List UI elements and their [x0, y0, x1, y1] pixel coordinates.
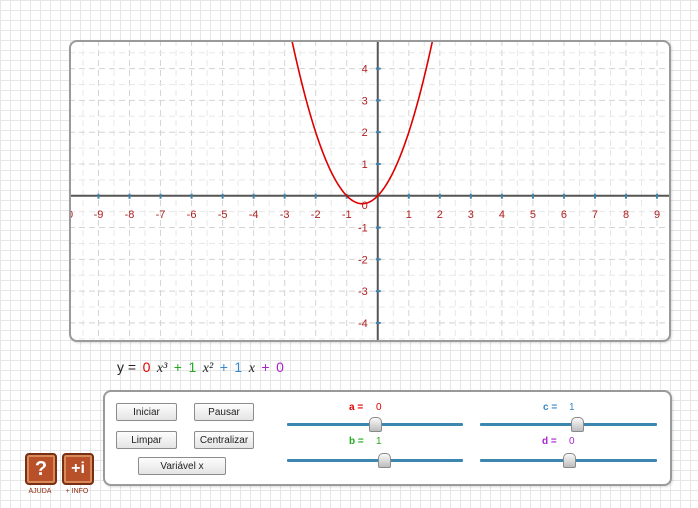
slider-d-handle[interactable]	[562, 453, 576, 468]
slider-d-value: 0	[569, 436, 575, 447]
slider-d-label: d =	[542, 436, 557, 447]
slider-c-track[interactable]	[480, 423, 657, 426]
coef-a: 0	[142, 359, 151, 375]
info-label: + INFO	[65, 488, 89, 495]
x-tick-label: 6	[561, 209, 567, 221]
x-tick-label: -4	[249, 209, 259, 221]
x-tick-label: 9	[654, 209, 660, 221]
center-button[interactable]: Centralizar	[194, 431, 254, 449]
x-tick-label: 7	[592, 209, 598, 221]
coef-d: 0	[276, 359, 284, 375]
slider-c-value: 1	[569, 402, 575, 413]
y-tick-label: 2	[362, 127, 368, 139]
term-x: x	[248, 361, 255, 376]
origin-label: 0	[362, 200, 368, 212]
x-tick-label: -5	[218, 209, 228, 221]
y-tick-label: -3	[358, 286, 368, 298]
pause-button[interactable]: Pausar	[194, 403, 254, 421]
x-tick-label: 1	[406, 209, 412, 221]
y-tick-label: -1	[358, 223, 368, 235]
clear-button[interactable]: Limpar	[116, 431, 177, 449]
plus-sign: +	[261, 359, 270, 375]
slider-c-handle[interactable]	[571, 417, 585, 432]
slider-c-label: c =	[543, 402, 558, 413]
slider-b-value: 1	[376, 436, 382, 447]
x-tick-label: 8	[623, 209, 629, 221]
y-tick-label: 1	[362, 159, 368, 171]
info-button[interactable]: +i	[62, 453, 94, 485]
x-tick-label: 2	[437, 209, 443, 221]
question-mark-icon: ?	[34, 457, 48, 480]
plus-info-icon: +i	[71, 460, 85, 477]
equation-display: y = 0 x³ + 1 x² + 1 x + 0	[117, 359, 287, 377]
x-tick-label: -2	[311, 209, 321, 221]
function-curve	[291, 42, 434, 205]
control-panel: Iniciar Pausar Limpar Centralizar Variáv…	[103, 390, 672, 486]
x-tick-label: -6	[187, 209, 197, 221]
x-edge-label: 0	[69, 209, 73, 221]
x-tick-label: -9	[94, 209, 104, 221]
x-tick-label: 3	[468, 209, 474, 221]
function-graph[interactable]: -9 -8 -7 -6 -5 -4 -3 -2 -1 1 2 3 4 5 6 7 8 9 0 4 3 2 1 -1 -2 -3 -4…	[69, 40, 671, 342]
help-button[interactable]: ?	[25, 453, 57, 485]
x-tick-label: -3	[280, 209, 290, 221]
slider-b-label: b =	[349, 436, 364, 447]
y-tick-label: -4	[358, 318, 368, 330]
y-tick-label: -2	[358, 254, 368, 266]
x-tick-label: 4	[499, 209, 505, 221]
equation-prefix: y =	[117, 359, 137, 375]
plus-sign: +	[173, 359, 182, 375]
variable-x-button[interactable]: Variável x	[138, 457, 226, 475]
help-label: AJUDA	[28, 488, 52, 495]
coef-c: 1	[234, 359, 243, 375]
x-tick-label: -7	[156, 209, 166, 221]
slider-a-value: 0	[376, 402, 382, 413]
slider-a-handle[interactable]	[369, 417, 382, 432]
coef-b: 1	[188, 359, 197, 375]
plus-sign: +	[219, 359, 228, 375]
y-tick-label: 4	[362, 64, 368, 76]
x-tick-label: 5	[530, 209, 536, 221]
slider-b-handle[interactable]	[377, 453, 391, 468]
graph-panel[interactable]: -9 -8 -7 -6 -5 -4 -3 -2 -1 1 2 3 4 5 6 7 8 9 0 4 3 2 1 -1 -2 -3 -4…	[69, 40, 671, 342]
y-tick-label: 3	[362, 95, 368, 107]
term-x3: x³	[156, 361, 168, 376]
slider-b-track[interactable]	[287, 459, 463, 462]
x-tick-label: -8	[125, 209, 135, 221]
term-x2: x²	[202, 361, 214, 376]
start-button[interactable]: Iniciar	[116, 403, 177, 421]
slider-a-label: a =	[349, 402, 364, 413]
x-tick-label: -1	[342, 209, 352, 221]
